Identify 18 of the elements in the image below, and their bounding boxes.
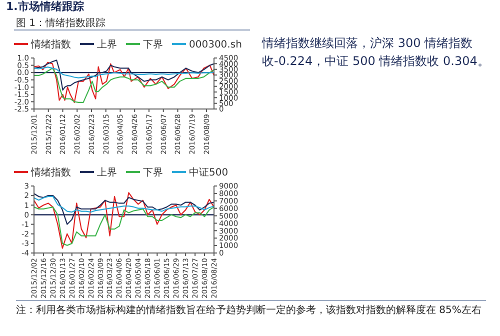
- legend-label: 下界: [143, 168, 163, 178]
- line-series: [33, 206, 215, 246]
- line-series: [33, 193, 215, 225]
- legend-label: 情绪指数: [30, 166, 71, 178]
- text: 注：利用各类市场指标构建的情绪指数旨在给予趋势判断一定的参考，该指数对指数的解释度在 85%左右: [16, 300, 486, 317]
- legend-label: 情绪指数: [30, 38, 71, 50]
- chart-title: 图 1：情绪指数跟踪: [16, 17, 106, 29]
- legend-label: 上界: [97, 166, 117, 178]
- legend-label: 下界: [143, 40, 163, 50]
- text: 1.市场情绪跟踪: [6, 0, 85, 13]
- legend-label: 000300.sh: [189, 40, 242, 50]
- line-series: [33, 196, 215, 213]
- legend-label: 中证500: [189, 166, 228, 178]
- legend-label: 上界: [97, 38, 117, 50]
- line-series: [33, 192, 215, 249]
- line-series: [33, 66, 215, 78]
- line-series: [33, 60, 215, 91]
- text: 情绪指数继续回落，沪深 300 情绪指数收-0.224，中证 500 情绪指数收 0.304。: [262, 35, 490, 70]
